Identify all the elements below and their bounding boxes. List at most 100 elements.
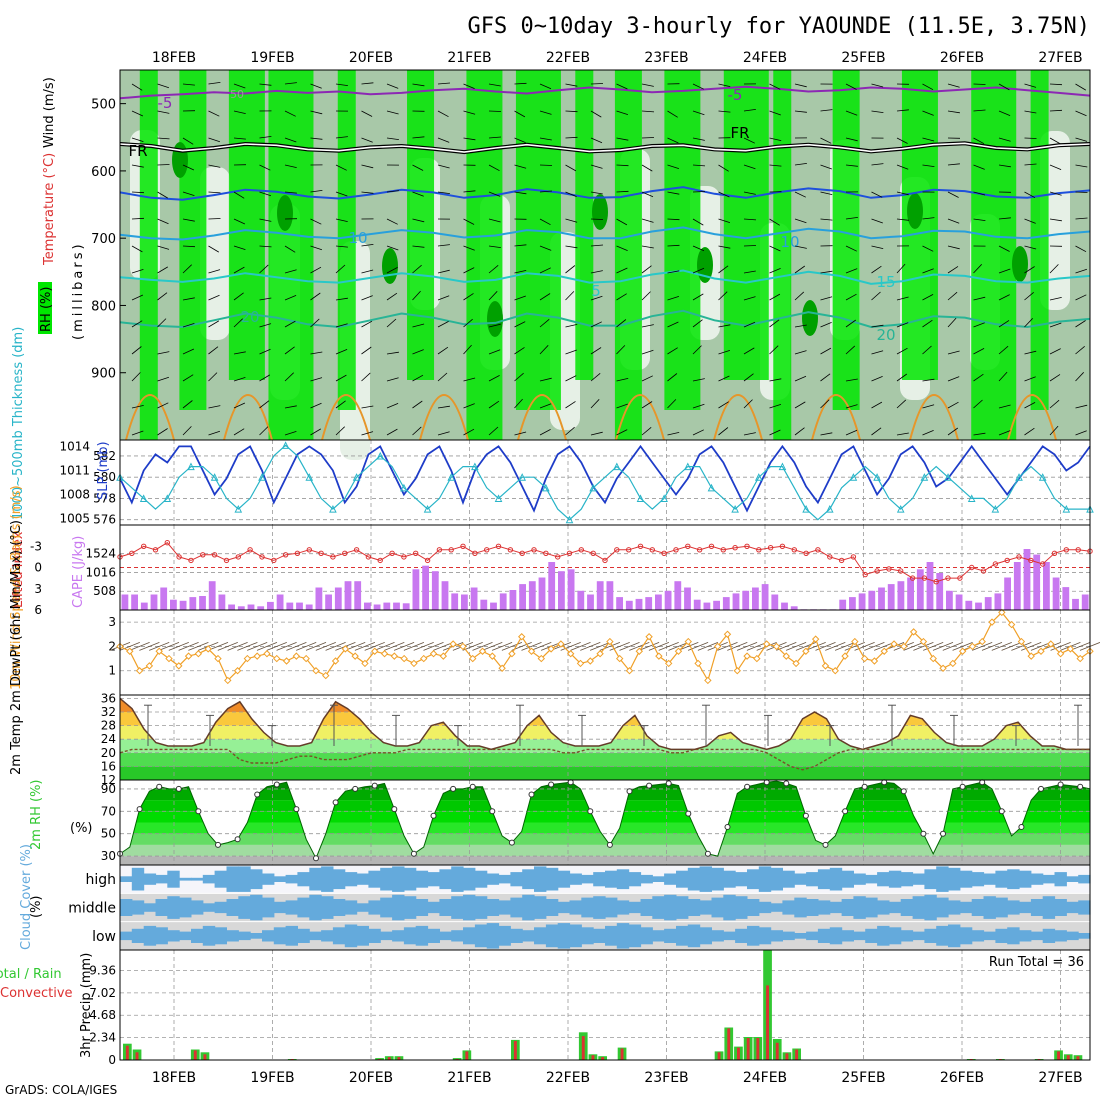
cloud-cell (983, 931, 996, 941)
cloud-cell (392, 930, 405, 942)
rh-marker (293, 806, 300, 813)
wind-barb (539, 164, 553, 166)
precip-conv-bar (203, 1054, 207, 1060)
thickness-marker (802, 504, 810, 513)
thickness-marker (423, 504, 432, 513)
wind-barb (157, 164, 170, 166)
wind-barb (284, 269, 297, 274)
wind-barb (259, 83, 272, 86)
wind-barb (1049, 191, 1062, 196)
wind-barb (1024, 318, 1033, 328)
cloud-cell (983, 873, 996, 885)
cape-bar (315, 587, 323, 610)
wind10m-barb (854, 642, 875, 651)
lifted-marker (708, 543, 715, 549)
wind-barb (820, 322, 832, 328)
wind-barb (769, 345, 779, 355)
cape-bar (199, 596, 206, 610)
cape-bar (305, 604, 313, 610)
wind-barb (590, 321, 602, 328)
thickness-marker (542, 483, 550, 492)
wind-barb (896, 191, 909, 196)
wind10m-marker (606, 637, 614, 646)
cloud-cell (309, 894, 322, 921)
wind-barb (973, 164, 985, 170)
wind-barb (208, 191, 221, 194)
cape-bar (412, 569, 420, 610)
rh-moist-band (832, 70, 860, 410)
wind-barb (641, 401, 653, 409)
precip-tick-label: 7.02 (89, 986, 116, 1000)
cloud-cell (486, 899, 500, 916)
cloud-cell (924, 869, 937, 890)
wind-barb (743, 296, 756, 301)
wind-barb (157, 137, 170, 140)
wind-barb (310, 377, 323, 382)
cloud-cell (782, 870, 795, 888)
cloud-cell (131, 900, 145, 915)
cloud-cell (179, 877, 192, 881)
rh-moist-band (139, 70, 158, 440)
wind-barb (743, 321, 756, 328)
wind-barb (947, 163, 960, 166)
rh-moist-band (773, 70, 792, 440)
wind-barb (412, 191, 424, 197)
lifted-marker (756, 547, 762, 553)
wind-barb (131, 110, 144, 117)
cloud-cell (309, 931, 322, 941)
wind-barb (820, 191, 833, 195)
wind-barb (871, 265, 882, 274)
cape-bar (936, 573, 944, 610)
cape-bar (1072, 598, 1079, 610)
rh-marker (195, 808, 202, 815)
wind-barb (743, 218, 757, 221)
cloud-cell (1042, 896, 1056, 919)
wind-barb (641, 291, 651, 301)
lifted-marker (732, 545, 738, 551)
contour-label: 20 (876, 326, 895, 344)
wind10m-marker (135, 667, 144, 675)
rh-marker (646, 782, 653, 789)
wind10m-marker (527, 647, 536, 655)
cloud-cell (415, 899, 429, 916)
wind-barb (514, 431, 527, 436)
wind-barb (310, 428, 322, 436)
cloud-cell (1066, 876, 1079, 882)
wind10m-marker (1027, 652, 1035, 660)
wind-barb (284, 295, 297, 301)
cloud-cell (640, 899, 653, 916)
wind-barb (488, 400, 500, 409)
wind10m-barb (188, 642, 209, 651)
cloud-cell (758, 927, 772, 945)
wind-barb (386, 377, 399, 382)
cape-bar (548, 562, 556, 610)
wind-barb (565, 265, 576, 274)
wind-barb (539, 267, 551, 274)
cape-bar (994, 593, 1002, 610)
wind-barb (692, 378, 705, 382)
wind-barb (947, 245, 960, 250)
wind-barb (157, 402, 169, 409)
wind-barb (641, 83, 654, 87)
cape-bar (461, 594, 468, 610)
cloud-label: Cloud Cover (%) (19, 844, 34, 950)
rh-marker (156, 783, 163, 790)
cape-bar (276, 594, 284, 610)
wind-barb (641, 375, 653, 382)
cloud-cell (463, 867, 476, 891)
cloud-cell (794, 897, 807, 918)
wind-barb (896, 347, 908, 355)
wind-barb (284, 431, 297, 436)
lifted-marker (803, 550, 809, 556)
rh-marker (528, 791, 535, 798)
precip-conv-bar (397, 1057, 401, 1060)
cloud-cell (368, 928, 381, 943)
thickness-line (119, 444, 1090, 521)
wind-barb (361, 372, 371, 382)
wind-barb (896, 137, 908, 144)
cloud-cell (723, 870, 736, 888)
cloud-cell (1042, 928, 1056, 943)
wind-barb (361, 110, 373, 117)
wind-barb (463, 377, 476, 382)
wind-barb (769, 245, 781, 252)
